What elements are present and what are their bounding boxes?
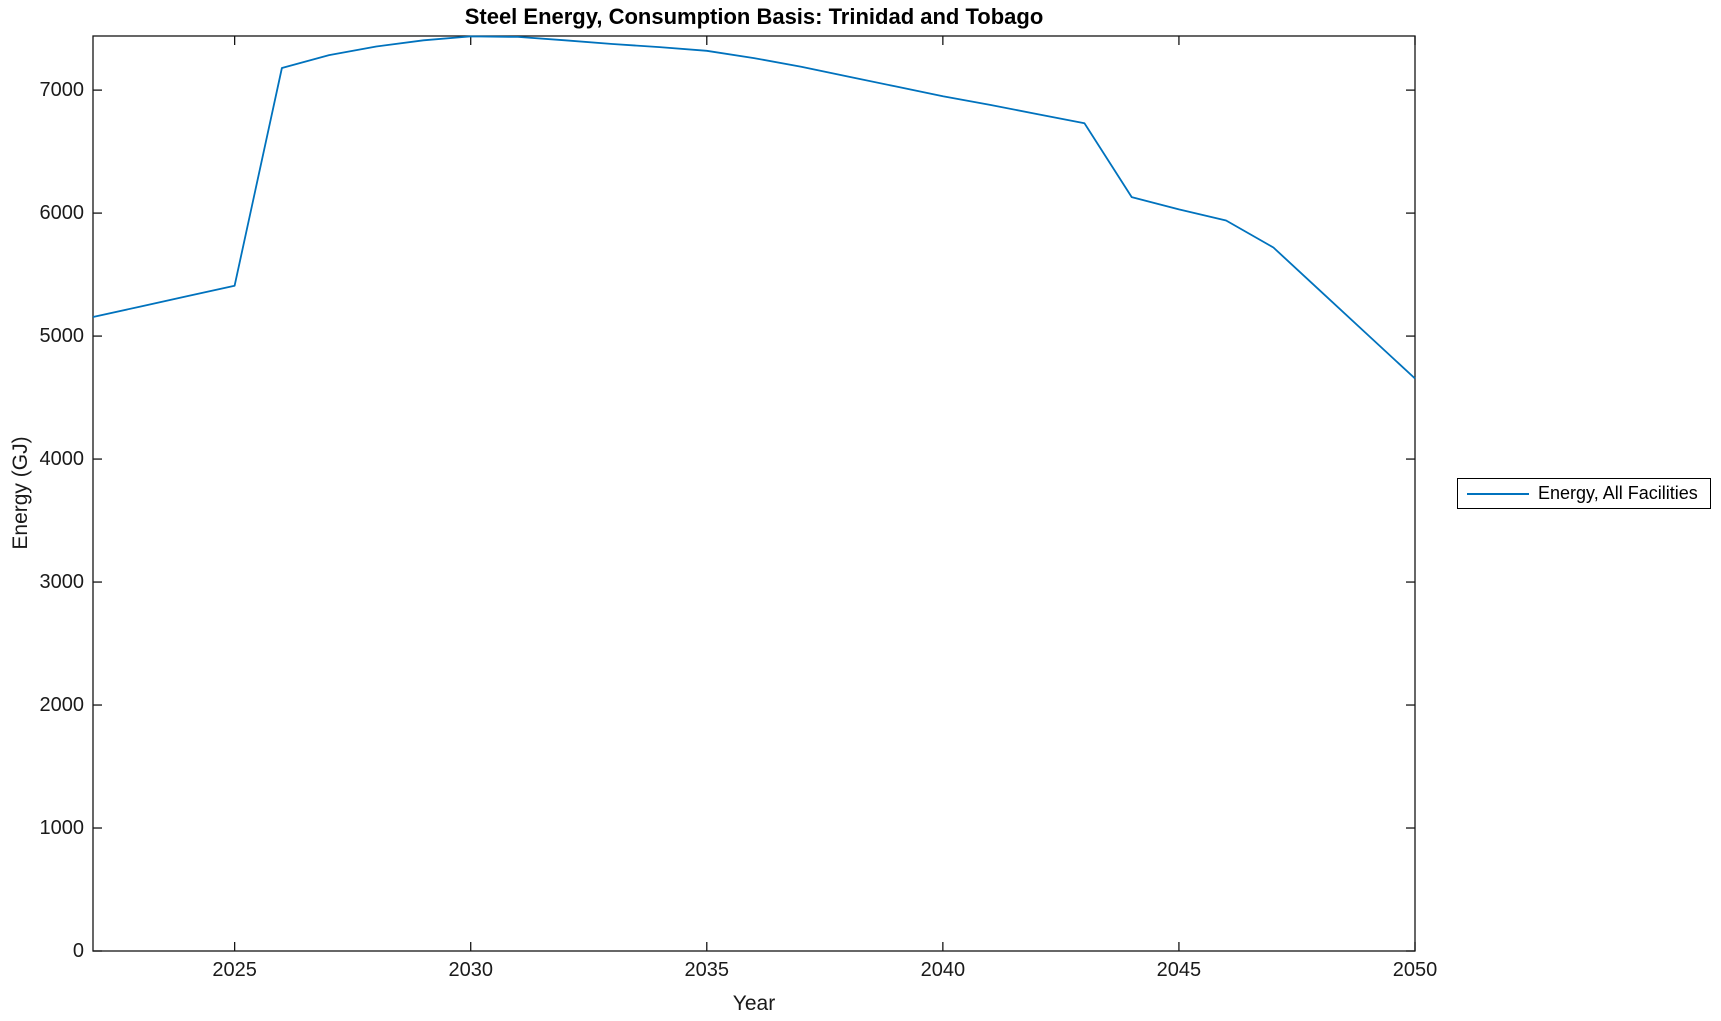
y-tick-label-0: 0 [72, 940, 84, 962]
y-tick-label-3000: 3000 [39, 571, 85, 594]
y-tick-label-2000: 2000 [39, 694, 85, 717]
x-tick-label-2035: 2035 [684, 959, 730, 981]
y-tick-label-4000: 4000 [39, 448, 85, 471]
legend: Energy, All Facilities [1457, 478, 1711, 509]
y-tick-label-7000: 7000 [39, 79, 85, 102]
y-tick-label-1000: 1000 [39, 817, 85, 840]
legend-label: Energy, All Facilities [1538, 483, 1698, 503]
legend-line-stroke [1467, 493, 1529, 495]
chart-title: Steel Energy, Consumption Basis: Trinida… [464, 4, 1044, 29]
y-tick-label-6000: 6000 [39, 202, 85, 225]
x-axis-label: Year [732, 992, 776, 1015]
x-tick-label-2025: 2025 [212, 959, 257, 981]
axes-box [92, 35, 1416, 952]
series-line-energy-all-facilities [92, 35, 1416, 380]
x-tick-label-2045: 2045 [1156, 959, 1202, 981]
y-tick-label-5000: 5000 [39, 325, 85, 348]
x-tick-label-2050: 2050 [1392, 959, 1438, 981]
legend-line-sample-icon [1467, 492, 1529, 495]
x-tick-label-2040: 2040 [920, 959, 966, 981]
x-tick-label-2030: 2030 [448, 959, 493, 981]
